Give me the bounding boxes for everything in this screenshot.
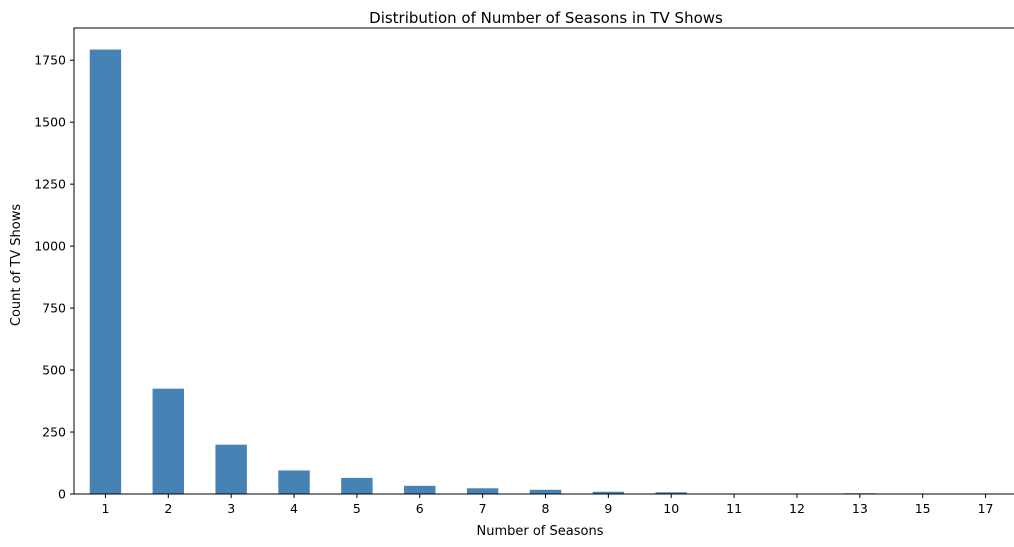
bar-seasons-5 <box>341 477 373 494</box>
bar-seasons-6 <box>404 485 436 494</box>
x-axis-label: Number of Seasons <box>477 524 604 539</box>
x-tick-label: 3 <box>227 501 235 516</box>
x-tick-label: 15 <box>915 501 931 516</box>
x-tick-label: 4 <box>290 501 298 516</box>
y-axis: 0 250 500 750 1000 1250 1500 1750 <box>34 53 74 502</box>
x-tick-label: 11 <box>726 501 742 516</box>
bar-seasons-3 <box>215 444 247 494</box>
x-tick-label: 1 <box>101 501 109 516</box>
x-tick-label: 17 <box>978 501 994 516</box>
x-tick-label: 6 <box>416 501 424 516</box>
y-tick-label: 1250 <box>34 177 66 192</box>
y-tick-label: 750 <box>42 301 66 316</box>
x-axis: 1 2 3 4 5 6 7 8 9 10 11 12 13 15 17 <box>101 494 994 516</box>
chart-title: Distribution of Number of Seasons in TV … <box>369 9 723 27</box>
y-axis-label: Count of TV Shows <box>9 204 24 326</box>
y-tick-label: 0 <box>58 487 66 502</box>
x-tick-label: 10 <box>663 501 679 516</box>
x-tick-label: 13 <box>852 501 868 516</box>
x-tick-label: 5 <box>353 501 361 516</box>
bar-seasons-2 <box>152 388 185 494</box>
x-tick-label: 7 <box>479 501 487 516</box>
y-tick-label: 1500 <box>34 115 66 130</box>
bar-seasons-7 <box>466 488 499 494</box>
bars-group <box>89 49 1002 495</box>
y-tick-label: 250 <box>42 425 66 440</box>
bar-seasons-4 <box>278 470 310 494</box>
plot-frame <box>73 27 1014 495</box>
y-tick-label: 1750 <box>34 53 66 68</box>
x-tick-label: 8 <box>542 501 550 516</box>
x-tick-label: 9 <box>604 501 612 516</box>
y-tick-label: 1000 <box>34 239 66 254</box>
x-tick-label: 2 <box>164 501 172 516</box>
bar-seasons-9 <box>592 491 625 494</box>
bar-seasons-10 <box>655 492 687 494</box>
bar-seasons-1 <box>89 49 122 495</box>
y-tick-label: 500 <box>42 363 66 378</box>
bar-seasons-8 <box>529 489 562 494</box>
x-tick-label: 12 <box>789 501 805 516</box>
